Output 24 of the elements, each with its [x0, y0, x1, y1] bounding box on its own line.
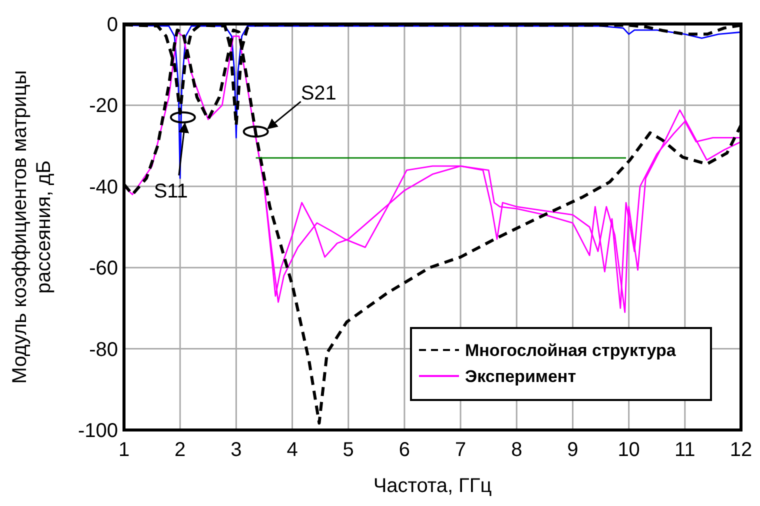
x-tick-label: 12	[730, 439, 752, 461]
annotation: S11	[154, 180, 188, 202]
legend-label: Эксперимент	[465, 367, 576, 386]
y-tick-label: -20	[89, 95, 118, 118]
y-axis-title: Модуль коэффициентов матрицы рассеяния, дБ	[9, 70, 55, 384]
x-tick-label: 1	[118, 439, 130, 461]
x-tick-label: 11	[674, 439, 696, 461]
y-tick-label: -100	[78, 420, 118, 442]
x-tick-label: 6	[398, 439, 410, 461]
y-tick-label: -80	[89, 338, 118, 361]
x-tick-label: 8	[511, 439, 522, 461]
x-tick-label: 10	[618, 439, 640, 461]
x-axis-title: Частота, ГГц	[373, 475, 492, 497]
y-tick-label: -40	[89, 176, 118, 198]
x-tick-label: 4	[286, 439, 298, 461]
y-tick-label: -60	[89, 258, 118, 280]
y-tick-label: 0	[106, 14, 118, 36]
x-tick-label: 2	[174, 439, 186, 461]
annotation: S21	[300, 82, 336, 105]
legend-label: Многослойная структура	[465, 341, 676, 360]
x-tick-label: 9	[567, 439, 578, 461]
x-tick-label: 3	[230, 439, 242, 461]
x-tick-label: 5	[342, 439, 354, 461]
x-tick-label: 7	[454, 439, 466, 461]
